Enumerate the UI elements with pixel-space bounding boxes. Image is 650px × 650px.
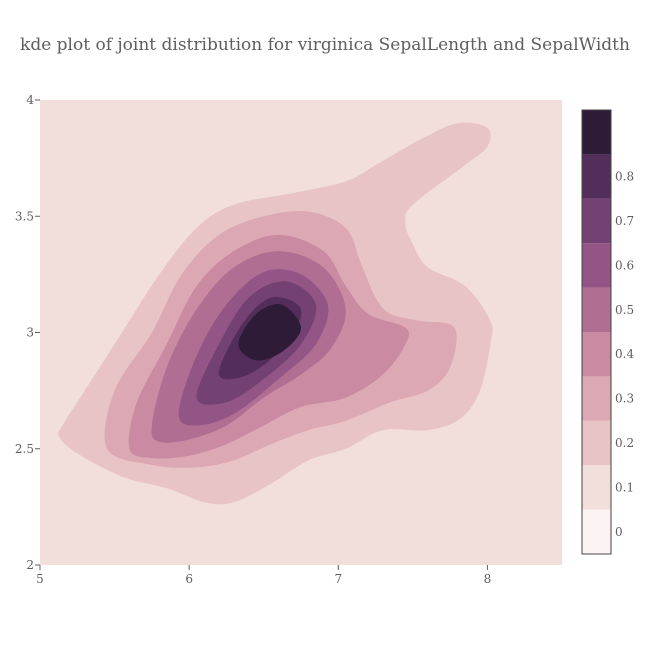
colorbar-tick-label: 0.5 [615,303,634,317]
y-tick-label: 3.5 [15,209,34,223]
colorbar-swatch [582,198,611,244]
chart-title: kde plot of joint distribution for virgi… [20,35,630,55]
x-tick-label: 6 [185,572,193,586]
y-tick-label: 2 [26,558,34,572]
x-tick-label: 8 [484,572,492,586]
y-tick-label: 2.5 [15,442,34,456]
colorbar-swatch [582,465,611,510]
colorbar-tick-label: 0.1 [615,480,634,494]
y-tick-label: 4 [26,93,34,107]
y-axis: 2 2.5 3 3.5 4 [15,93,40,572]
contour-level-0.8 [238,304,302,361]
colorbar: 0 0.1 0.2 0.3 0.4 0.5 0.6 0.7 0.8 [581,109,634,555]
plot-area [40,100,562,565]
colorbar-swatch [582,376,611,421]
colorbar-tick-label: 0.3 [615,392,634,406]
colorbar-tick-label: 0.8 [615,170,634,184]
colorbar-tick-label: 0.7 [615,214,634,228]
colorbar-outline [581,109,612,555]
x-axis: 5 6 7 8 [36,565,491,586]
colorbar-tick-label: 0.6 [615,258,634,272]
colorbar-swatch [582,420,611,466]
colorbar-swatch [582,243,611,288]
colorbar-swatch [582,154,611,199]
colorbar-swatch [582,287,611,332]
colorbar-swatch [582,509,611,554]
colorbar-tick-label: 0 [615,525,623,539]
y-tick-label: 3 [26,326,34,340]
colorbar-swatch [582,110,611,155]
colorbar-tick-label: 0.4 [615,347,634,361]
x-tick-label: 5 [36,572,44,586]
x-tick-label: 7 [334,572,342,586]
colorbar-tick-label: 0.2 [615,436,634,450]
colorbar-swatch [582,332,611,377]
